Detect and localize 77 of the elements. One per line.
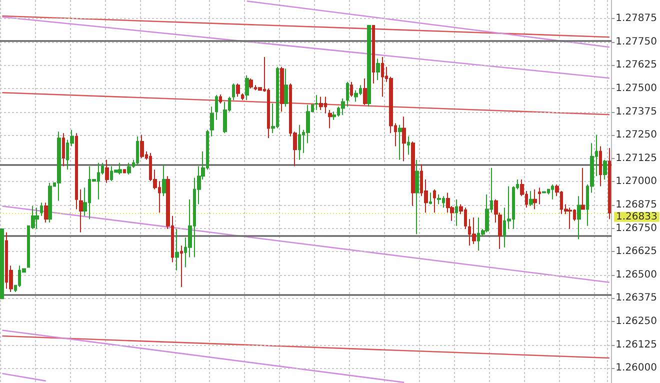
candlestick (568, 207, 572, 230)
candlestick (608, 147, 611, 220)
y-tick-label: 1.27500 (616, 83, 658, 94)
candlestick (538, 187, 541, 205)
candlestick (455, 198, 458, 226)
candlestick (62, 132, 65, 167)
candlestick (437, 194, 441, 205)
candlestick (376, 58, 380, 81)
y-tick-label: 1.26000 (616, 362, 658, 374)
candlestick (402, 116, 406, 162)
candlestick (433, 188, 436, 214)
candlestick (75, 132, 78, 210)
candlestick (346, 81, 349, 108)
candlestick (245, 74, 249, 101)
candlestick (315, 94, 318, 110)
candlestick (350, 81, 353, 98)
candlestick (127, 162, 131, 175)
candlestick (241, 92, 244, 101)
y-tick-label: 1.27375 (616, 106, 658, 118)
candlestick (319, 96, 323, 110)
candlestick (0, 228, 4, 300)
candlestick (328, 109, 332, 129)
candlestick (123, 169, 126, 174)
y-tick-label: 1.26750 (616, 222, 658, 234)
candlestick (298, 124, 301, 160)
y-tick-label: 1.27000 (616, 176, 658, 188)
y-tick-label: 1.26875 (616, 200, 658, 211)
candlestick (118, 162, 122, 175)
candlestick (529, 190, 533, 206)
candlestick (411, 140, 415, 206)
candlestick (341, 98, 345, 116)
candlestick (136, 136, 139, 166)
candlestick (367, 25, 371, 108)
y-tick-label: 1.27250 (616, 130, 658, 141)
candlestick (599, 146, 602, 187)
y-tick-label: 1.26125 (616, 339, 658, 350)
y-tick-label: 1.26250 (616, 316, 658, 327)
candlestick (372, 25, 375, 84)
candlestick (577, 196, 581, 240)
candlestick (381, 56, 384, 98)
candlestick (472, 217, 476, 244)
candlestick (232, 82, 235, 101)
candlestick (551, 184, 554, 200)
candlestick (533, 188, 537, 210)
candlestick (162, 164, 166, 197)
candlestick (581, 167, 585, 210)
candlestick (44, 202, 48, 224)
y-tick-label: 1.27125 (616, 152, 658, 164)
y-tick-label: 1.27875 (616, 13, 658, 24)
candlestick (57, 131, 61, 202)
candlestick (219, 94, 222, 104)
candlestick (429, 192, 432, 205)
candlestick (398, 124, 402, 160)
candlestick (48, 182, 52, 224)
candlestick (175, 228, 179, 271)
candlestick (180, 245, 183, 288)
candlestick (105, 159, 109, 184)
y-tick-label: 1.27750 (616, 36, 658, 48)
y-tick-label: 1.26375 (616, 292, 658, 304)
candlestick (415, 159, 419, 235)
candlestick (407, 136, 410, 156)
y-tick-label: 1.27625 (616, 60, 658, 71)
candlestick (140, 134, 144, 159)
candlestick (284, 68, 288, 108)
candlestick (35, 207, 39, 230)
candlestick (363, 78, 367, 106)
candlestick (79, 188, 83, 233)
candlestick (40, 202, 43, 216)
candlestick (236, 82, 240, 98)
candlestick (210, 106, 214, 137)
y-tick-label: 1.26625 (616, 246, 658, 258)
candlestick (249, 78, 253, 90)
candlestick (603, 159, 607, 180)
candlestick (280, 66, 284, 112)
y-tick-label: 1.26500 (616, 269, 658, 280)
candlestick (215, 94, 218, 120)
ref-line-label: 1.26833 (616, 211, 658, 222)
